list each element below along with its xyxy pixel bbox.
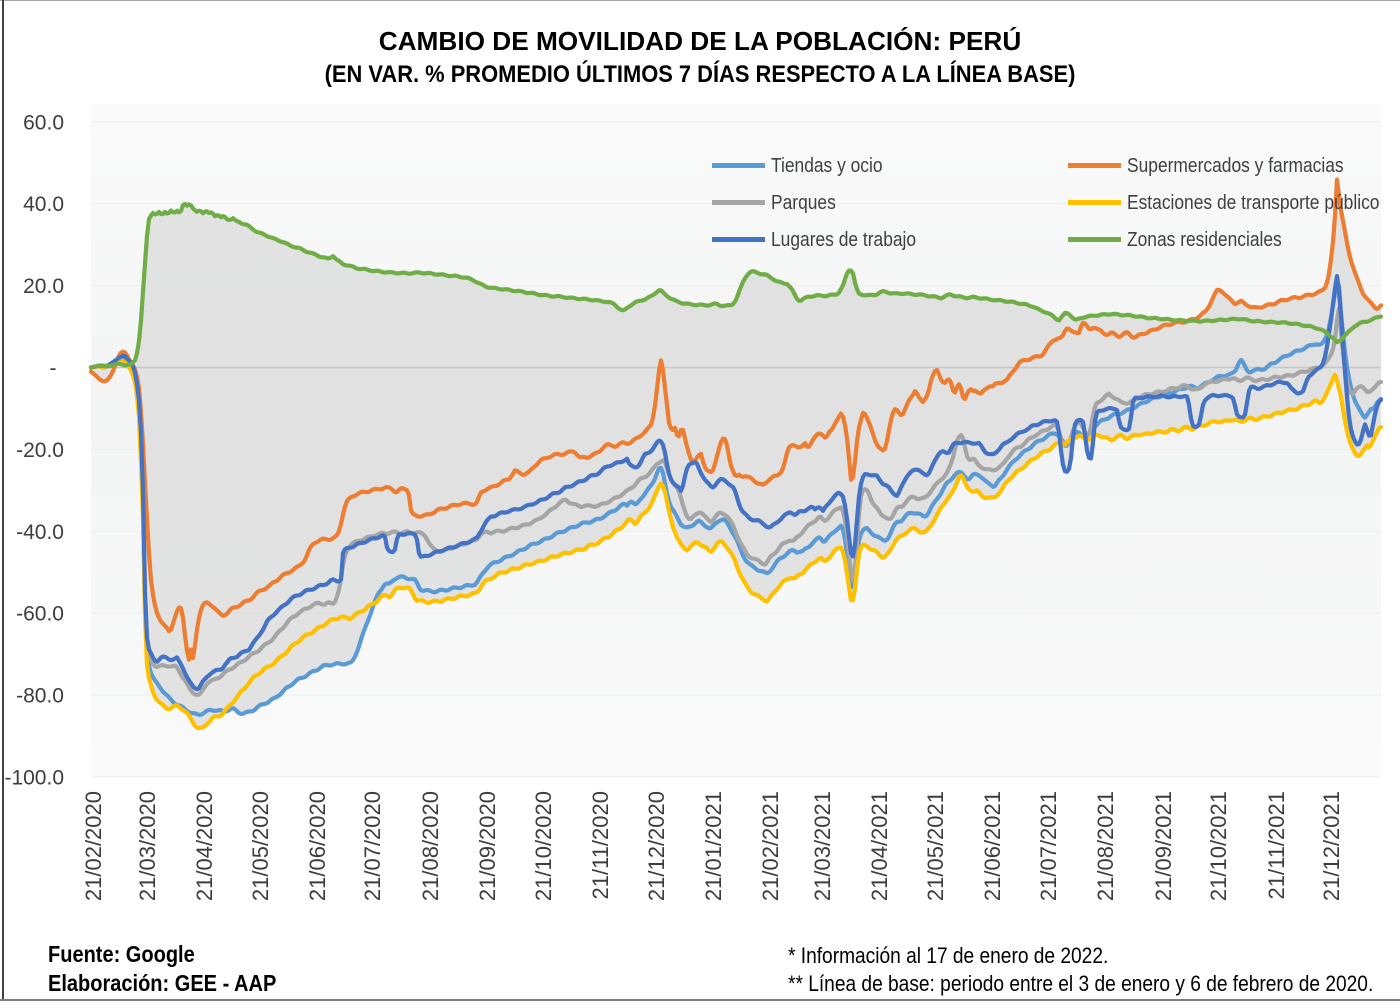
svg-text:21/08/2021: 21/08/2021 [1093,791,1118,901]
svg-text:21/05/2020: 21/05/2020 [248,791,273,901]
svg-text:21/07/2020: 21/07/2020 [360,791,385,901]
svg-text:21/05/2021: 21/05/2021 [923,791,948,901]
svg-text:21/10/2020: 21/10/2020 [531,791,556,901]
svg-text:21/07/2021: 21/07/2021 [1036,791,1061,901]
svg-text:21/06/2020: 21/06/2020 [305,791,330,901]
svg-text:21/03/2020: 21/03/2020 [135,791,160,901]
svg-text:20.0: 20.0 [23,275,64,298]
svg-text:21/09/2021: 21/09/2021 [1151,791,1176,901]
svg-text:21/11/2020: 21/11/2020 [588,791,613,899]
svg-text:-: - [50,357,57,380]
svg-text:60.0: 60.0 [23,111,64,134]
svg-text:-20.0: -20.0 [16,439,64,462]
svg-text:21/09/2020: 21/09/2020 [475,791,500,901]
svg-text:21/12/2020: 21/12/2020 [644,791,669,901]
svg-text:21/04/2020: 21/04/2020 [192,791,217,901]
svg-text:21/06/2021: 21/06/2021 [980,791,1005,901]
svg-text:-80.0: -80.0 [16,685,64,708]
svg-text:21/03/2021: 21/03/2021 [810,791,835,901]
svg-text:21/12/2021: 21/12/2021 [1319,791,1344,901]
svg-text:21/10/2021: 21/10/2021 [1206,791,1231,901]
svg-text:21/11/2021: 21/11/2021 [1264,791,1289,899]
svg-text:21/02/2021: 21/02/2021 [758,791,783,901]
svg-text:-60.0: -60.0 [16,603,64,626]
svg-text:21/04/2021: 21/04/2021 [867,791,892,901]
svg-text:21/01/2021: 21/01/2021 [701,791,726,901]
svg-text:21/02/2020: 21/02/2020 [81,791,106,901]
svg-text:21/08/2020: 21/08/2020 [418,791,443,901]
svg-text:-40.0: -40.0 [16,521,64,544]
svg-text:-100.0: -100.0 [4,766,64,789]
svg-text:40.0: 40.0 [23,193,64,216]
